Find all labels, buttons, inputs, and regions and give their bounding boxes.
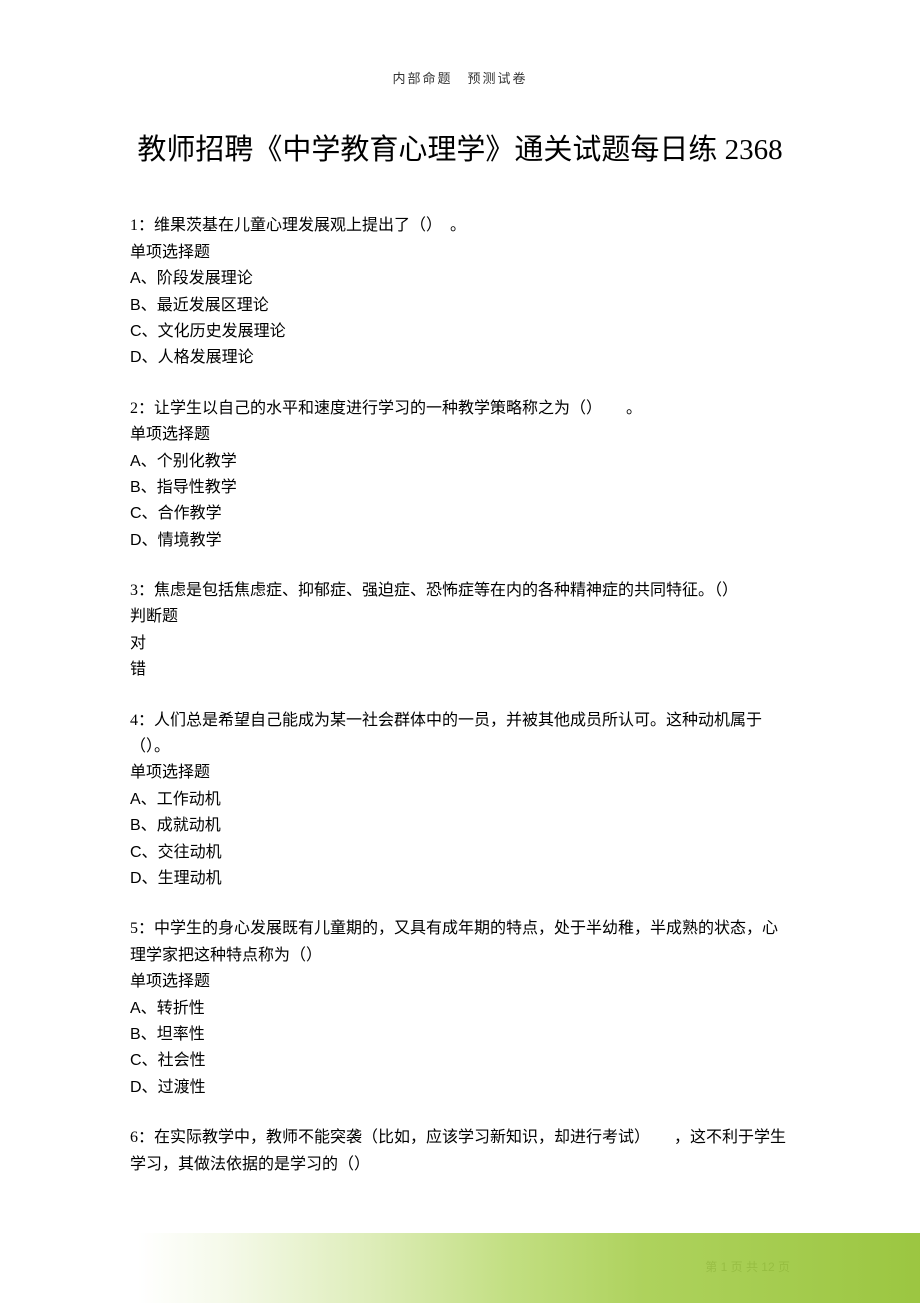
option-text: 最近发展区理论 bbox=[157, 297, 269, 314]
footer-prefix: 第 bbox=[705, 1260, 720, 1274]
question-option: C、社会性 bbox=[130, 1048, 790, 1074]
option-text: 文化历史发展理论 bbox=[158, 323, 286, 340]
option-text: 交往动机 bbox=[158, 844, 222, 861]
question-type: 单项选择题 bbox=[130, 422, 790, 448]
question-option: B、指导性教学 bbox=[130, 475, 790, 501]
question-type: 单项选择题 bbox=[130, 240, 790, 266]
option-label: A、 bbox=[130, 270, 157, 287]
question-option: A、阶段发展理论 bbox=[130, 266, 790, 292]
question-type: 单项选择题 bbox=[130, 760, 790, 786]
option-label: C、 bbox=[130, 323, 158, 340]
question-block: 3：焦虑是包括焦虑症、抑郁症、强迫症、恐怖症等在内的各种精神症的共同特征。（）判… bbox=[130, 578, 790, 684]
question-option: D、人格发展理论 bbox=[130, 345, 790, 371]
option-label: A、 bbox=[130, 791, 157, 808]
document-title: 教师招聘《中学教育心理学》通关试题每日练 2368 bbox=[130, 127, 790, 173]
option-label: C、 bbox=[130, 844, 158, 861]
option-text: 错 bbox=[130, 661, 146, 678]
question-text: 3：焦虑是包括焦虑症、抑郁症、强迫症、恐怖症等在内的各种精神症的共同特征。（） bbox=[130, 578, 790, 604]
option-label: B、 bbox=[130, 817, 157, 834]
option-label: B、 bbox=[130, 297, 157, 314]
option-text: 人格发展理论 bbox=[158, 349, 254, 366]
option-text: 合作教学 bbox=[158, 505, 222, 522]
option-label: D、 bbox=[130, 870, 158, 887]
option-label: B、 bbox=[130, 479, 157, 496]
question-type: 单项选择题 bbox=[130, 969, 790, 995]
page-footer: 第 1 页 共 12 页 bbox=[705, 1258, 790, 1275]
option-label: A、 bbox=[130, 453, 157, 470]
footer-middle: 页 共 bbox=[727, 1260, 761, 1274]
question-option: B、成就动机 bbox=[130, 813, 790, 839]
question-option: C、文化历史发展理论 bbox=[130, 319, 790, 345]
question-option: A、转折性 bbox=[130, 996, 790, 1022]
question-option: B、最近发展区理论 bbox=[130, 293, 790, 319]
question-block: 2：让学生以自己的水平和速度进行学习的一种教学策略称之为（） 。单项选择题A、个… bbox=[130, 396, 790, 554]
question-text: 4：人们总是希望自己能成为某一社会群体中的一员，并被其他成员所认可。这种动机属于… bbox=[130, 708, 790, 761]
option-text: 指导性教学 bbox=[157, 479, 237, 496]
footer-suffix: 页 bbox=[775, 1260, 790, 1274]
option-text: 过渡性 bbox=[158, 1079, 206, 1096]
question-option: A、个别化教学 bbox=[130, 449, 790, 475]
question-option: B、坦率性 bbox=[130, 1022, 790, 1048]
option-text: 成就动机 bbox=[157, 817, 221, 834]
option-text: 工作动机 bbox=[157, 791, 221, 808]
question-text: 5：中学生的身心发展既有儿童期的，又具有成年期的特点，处于半幼稚，半成熟的状态，… bbox=[130, 916, 790, 969]
option-label: B、 bbox=[130, 1026, 157, 1043]
option-label: C、 bbox=[130, 1052, 158, 1069]
question-option: A、工作动机 bbox=[130, 787, 790, 813]
option-label: D、 bbox=[130, 349, 158, 366]
option-text: 转折性 bbox=[157, 1000, 205, 1017]
questions-container: 1：维果茨基在儿童心理发展观上提出了（） 。单项选择题A、阶段发展理论B、最近发… bbox=[130, 213, 790, 1178]
question-block: 6：在实际教学中，教师不能突袭（比如，应该学习新知识，却进行考试） ，这不利于学… bbox=[130, 1125, 790, 1178]
option-label: A、 bbox=[130, 1000, 157, 1017]
question-option: D、情境教学 bbox=[130, 528, 790, 554]
question-option: C、合作教学 bbox=[130, 501, 790, 527]
option-text: 情境教学 bbox=[158, 532, 222, 549]
question-block: 5：中学生的身心发展既有儿童期的，又具有成年期的特点，处于半幼稚，半成熟的状态，… bbox=[130, 916, 790, 1101]
footer-total-pages: 12 bbox=[761, 1260, 774, 1274]
option-text: 坦率性 bbox=[157, 1026, 205, 1043]
question-option: D、过渡性 bbox=[130, 1075, 790, 1101]
question-option: D、生理动机 bbox=[130, 866, 790, 892]
question-option: 对 bbox=[130, 631, 790, 657]
option-label: D、 bbox=[130, 1079, 158, 1096]
question-text: 1：维果茨基在儿童心理发展观上提出了（） 。 bbox=[130, 213, 790, 239]
option-text: 阶段发展理论 bbox=[157, 270, 253, 287]
question-option: 错 bbox=[130, 657, 790, 683]
header-label: 内部命题 预测试卷 bbox=[130, 68, 790, 87]
document-page: 内部命题 预测试卷 教师招聘《中学教育心理学》通关试题每日练 2368 1：维果… bbox=[0, 0, 920, 1178]
option-text: 对 bbox=[130, 635, 146, 652]
question-text: 6：在实际教学中，教师不能突袭（比如，应该学习新知识，却进行考试） ，这不利于学… bbox=[130, 1125, 790, 1178]
question-text: 2：让学生以自己的水平和速度进行学习的一种教学策略称之为（） 。 bbox=[130, 396, 790, 422]
option-label: C、 bbox=[130, 505, 158, 522]
option-text: 社会性 bbox=[158, 1052, 206, 1069]
option-text: 生理动机 bbox=[158, 870, 222, 887]
question-option: C、交往动机 bbox=[130, 840, 790, 866]
option-label: D、 bbox=[130, 532, 158, 549]
question-block: 4：人们总是希望自己能成为某一社会群体中的一员，并被其他成员所认可。这种动机属于… bbox=[130, 708, 790, 893]
question-block: 1：维果茨基在儿童心理发展观上提出了（） 。单项选择题A、阶段发展理论B、最近发… bbox=[130, 213, 790, 371]
option-text: 个别化教学 bbox=[157, 453, 237, 470]
question-type: 判断题 bbox=[130, 604, 790, 630]
